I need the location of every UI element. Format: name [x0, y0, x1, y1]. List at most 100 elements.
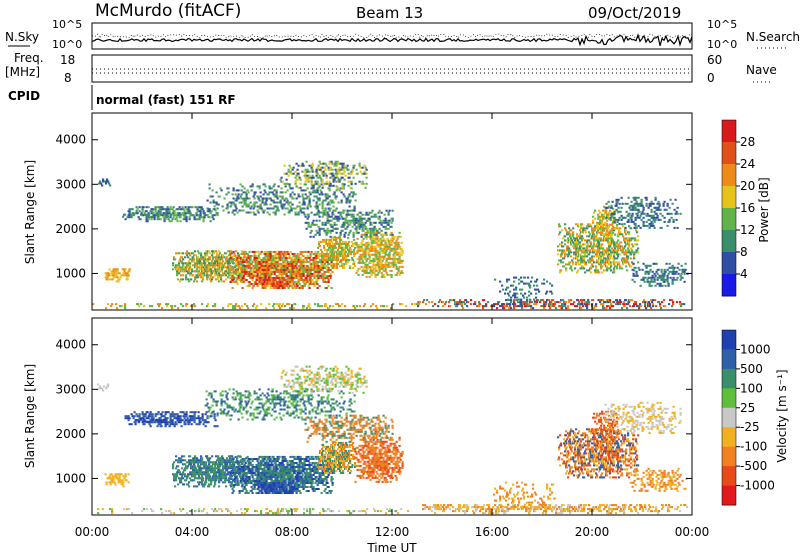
data-cell — [289, 285, 292, 287]
data-cell — [324, 231, 327, 234]
data-cell — [335, 164, 338, 167]
data-cell — [609, 218, 612, 221]
data-cell — [568, 263, 571, 266]
data-cell — [605, 227, 608, 230]
data-cell — [242, 209, 245, 212]
data-cell — [360, 261, 363, 264]
data-cell — [665, 208, 668, 211]
data-cell — [262, 193, 265, 196]
data-cell — [295, 263, 298, 265]
data-cell — [666, 224, 669, 227]
data-cell — [668, 270, 671, 273]
data-cell — [627, 255, 630, 258]
data-cell — [590, 241, 593, 244]
data-cell — [613, 255, 616, 258]
data-cell — [622, 249, 625, 252]
data-cell — [352, 215, 355, 218]
data-cell — [665, 262, 668, 265]
data-cell — [242, 191, 245, 194]
data-cell — [321, 203, 324, 206]
data-cell — [323, 273, 326, 275]
data-cell — [545, 303, 548, 306]
data-cell — [629, 208, 632, 211]
data-cell — [456, 305, 459, 308]
data-cell — [254, 261, 257, 263]
data-cell — [634, 266, 637, 269]
data-cell — [530, 307, 533, 310]
data-cell — [617, 235, 620, 238]
data-cell — [345, 244, 348, 247]
data-cell — [322, 277, 325, 279]
data-cell — [285, 259, 288, 261]
data-cell — [302, 255, 305, 257]
data-cell — [281, 281, 284, 283]
data-cell — [293, 287, 296, 289]
data-cell — [297, 281, 300, 283]
data-cell — [592, 221, 595, 224]
data-cell — [332, 205, 335, 208]
data-cell — [292, 166, 295, 169]
data-cell — [654, 196, 657, 199]
data-cell — [669, 198, 672, 201]
data-cell — [218, 264, 221, 267]
data-cell — [302, 261, 305, 263]
data-cell — [244, 267, 247, 269]
data-cell — [337, 211, 340, 214]
data-cell — [151, 210, 154, 213]
data-cell — [312, 176, 315, 179]
data-cell — [360, 235, 363, 238]
data-cell — [476, 305, 479, 308]
data-cell — [207, 276, 210, 279]
data-cell — [205, 250, 208, 253]
data-cell — [354, 219, 357, 222]
data-cell — [277, 185, 280, 188]
data-cell — [322, 257, 325, 259]
data-cell — [202, 268, 205, 271]
data-cell — [671, 202, 674, 205]
data-cell — [352, 259, 355, 261]
data-cell — [296, 285, 299, 287]
data-cell — [619, 253, 622, 256]
data-cell — [203, 258, 206, 261]
data-cell — [586, 247, 589, 250]
data-cell — [279, 255, 282, 257]
data-cell — [602, 259, 605, 262]
data-cell — [306, 170, 309, 173]
data-cell — [565, 229, 568, 232]
data-cell — [675, 218, 678, 221]
data-cell — [350, 253, 353, 255]
data-cell — [104, 276, 107, 279]
data-cell — [315, 229, 318, 232]
data-cell — [333, 193, 336, 196]
data-cell — [401, 265, 404, 268]
data-cell — [381, 259, 384, 262]
data-cell — [598, 261, 601, 264]
data-cell — [595, 271, 598, 274]
data-cell — [305, 250, 308, 253]
data-cell — [213, 208, 216, 211]
data-cell — [301, 287, 304, 289]
data-cell — [354, 182, 357, 185]
data-cell — [334, 160, 337, 163]
data-cell — [274, 250, 277, 253]
data-cell — [506, 305, 509, 308]
data-cell — [115, 280, 118, 283]
data-cell — [368, 257, 371, 260]
data-cell — [206, 270, 209, 273]
data-cell — [307, 215, 310, 218]
data-cell — [264, 185, 267, 188]
data-cell — [629, 204, 632, 207]
data-cell — [624, 245, 627, 248]
data-cell — [609, 231, 612, 234]
data-cell — [168, 212, 171, 215]
data-cell — [232, 250, 235, 253]
data-cell — [302, 263, 305, 265]
data-cell — [373, 225, 376, 228]
data-cell — [171, 218, 174, 221]
data-cell — [627, 196, 630, 199]
data-cell — [270, 273, 273, 275]
data-cell — [232, 197, 235, 200]
data-cell — [227, 191, 230, 194]
data-cell — [616, 265, 619, 268]
freq-label-line2: [MHz] — [5, 65, 40, 79]
